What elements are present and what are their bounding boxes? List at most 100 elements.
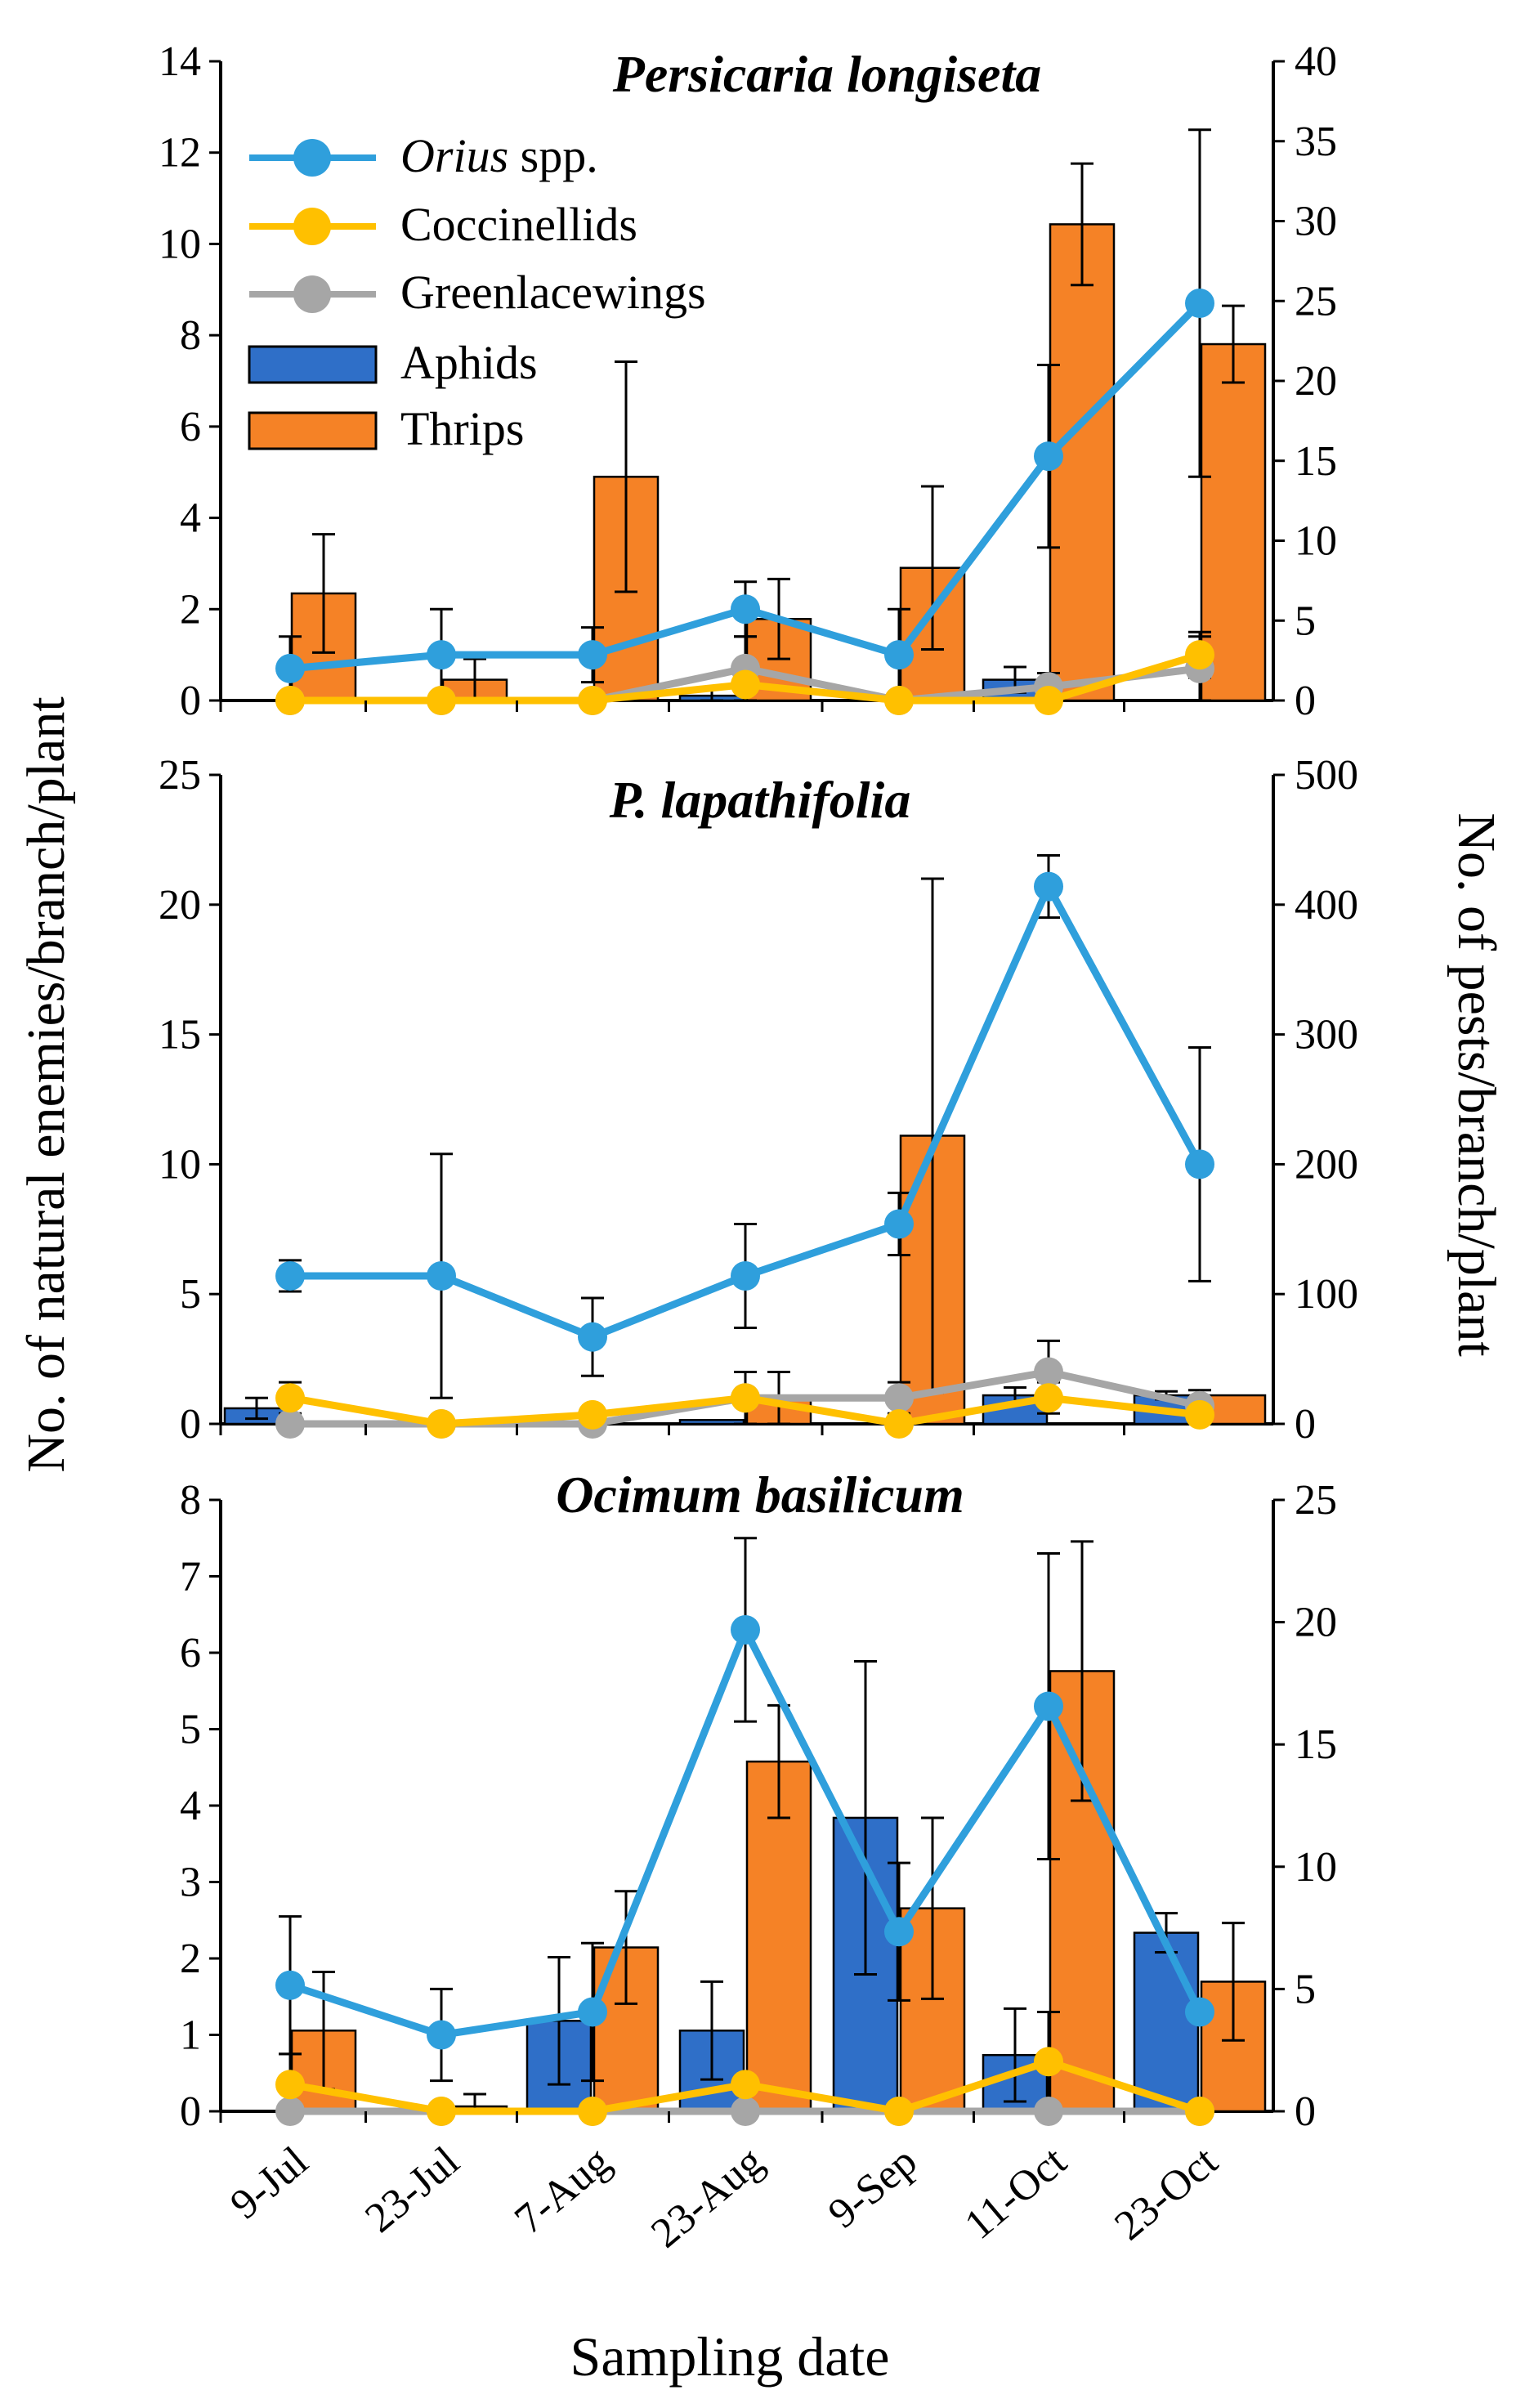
x-tick-label: 23-Oct <box>1106 2137 1227 2249</box>
legend-marker-coccinellids <box>293 208 331 245</box>
legend-label-thrips: Thrips <box>400 402 524 455</box>
y-tick-label-left: 8 <box>180 1477 201 1524</box>
y-axis-title-left: No. of natural enemies/branch/plant <box>16 696 76 1472</box>
point-coccinellids <box>578 1399 607 1430</box>
y-tick-label-left: 3 <box>180 1860 201 1906</box>
y-tick-label-left: 4 <box>180 495 201 542</box>
point-greenlacewings <box>275 1409 305 1439</box>
y-tick-label-left: 12 <box>159 130 201 177</box>
point-greenlacewings <box>275 2097 305 2126</box>
legend-item-orius: Orius spp. <box>249 129 598 182</box>
point-coccinellids <box>427 2097 456 2126</box>
bar-thrips <box>1200 342 1267 702</box>
point-orius-spp <box>578 640 607 670</box>
y-tick-label-left: 5 <box>180 1707 201 1753</box>
point-greenlacewings <box>884 1383 914 1413</box>
point-coccinellids <box>1185 640 1214 670</box>
point-orius-spp <box>275 1260 305 1291</box>
panel-persicaria-longiseta: 0 2 4 6 8 10 12 14 0 5 10 15 20 25 30 35 40 Persicaria l… <box>159 38 1337 724</box>
point-orius-spp <box>578 1997 607 2027</box>
y-tick-label-left: 5 <box>180 1271 201 1318</box>
y-tick-label-right: 5 <box>1295 598 1316 644</box>
y-tick-label-right: 0 <box>1295 2088 1316 2135</box>
y-tick-label-left: 7 <box>180 1554 201 1600</box>
legend-item-lacewings: Greenlacewings <box>249 266 706 319</box>
legend-label-orius-rest: spp. <box>508 129 598 182</box>
point-coccinellids <box>427 686 456 715</box>
y-tick-label-right: 30 <box>1295 199 1337 245</box>
y-tick-label-left: 14 <box>159 38 201 85</box>
y-tick-label-left: 8 <box>180 312 201 359</box>
point-coccinellids <box>1034 686 1063 715</box>
point-orius-spp <box>275 1970 305 2000</box>
legend-marker-lacewings <box>293 275 331 313</box>
y-tick-label-left: 0 <box>180 1401 201 1448</box>
y-tick-label-right: 20 <box>1295 358 1337 405</box>
x-tick-label: 9-Sep <box>820 2138 926 2238</box>
y-tick-label-left: 2 <box>180 1936 201 1982</box>
tick-layer: 0 2 4 6 8 10 12 14 0 5 10 15 20 25 30 35 40 <box>159 38 1337 724</box>
plot-layer <box>275 1537 1267 2126</box>
point-coccinellids <box>427 1409 456 1439</box>
plot-layer <box>223 853 1267 1439</box>
y-tick-label-right: 25 <box>1295 1477 1337 1524</box>
point-orius-spp <box>1034 441 1063 472</box>
y-tick-label-right: 40 <box>1295 38 1337 85</box>
point-coccinellids <box>1185 1399 1214 1430</box>
y-tick-label-right: 200 <box>1295 1141 1358 1188</box>
point-orius-spp <box>1185 1997 1214 2027</box>
y-tick-label-right: 15 <box>1295 1721 1337 1768</box>
y-tick-label-right: 0 <box>1295 1401 1316 1448</box>
legend-swatch-aphids <box>248 345 378 384</box>
panel-title: Ocimum basilicum <box>556 1466 964 1524</box>
legend-label-aphids: Aphids <box>400 336 538 389</box>
point-greenlacewings <box>1034 2097 1063 2126</box>
point-coccinellids <box>1034 1383 1063 1413</box>
point-orius-spp <box>427 1260 456 1291</box>
legend-label-orius-italic: Orius <box>400 129 508 182</box>
point-orius-spp <box>1034 1691 1063 1721</box>
point-orius-spp <box>731 1260 760 1291</box>
point-orius-spp <box>1185 289 1214 319</box>
y-tick-label-right: 15 <box>1295 438 1337 485</box>
legend: Orius spp. Coccinellids Greenlacewings A… <box>248 129 706 455</box>
legend-label-orius: Orius spp. <box>400 129 598 182</box>
point-coccinellids <box>275 1383 305 1413</box>
x-tick-label: 7-Aug <box>506 2138 619 2244</box>
y-tick-label-left: 0 <box>180 2088 201 2135</box>
point-coccinellids <box>1185 2097 1214 2126</box>
bar-aphids <box>1133 1931 1200 2113</box>
x-tick-label: 9-Jul <box>221 2138 316 2229</box>
y-tick-label-left: 4 <box>180 1783 201 1829</box>
panel-title: P. lapathifolia <box>609 771 911 829</box>
legend-swatch-thrips <box>248 411 378 450</box>
y-tick-label-right: 10 <box>1295 518 1337 565</box>
x-tick-label: 23-Aug <box>642 2138 771 2258</box>
y-tick-label-left: 10 <box>159 1141 201 1188</box>
point-orius-spp <box>427 2020 456 2050</box>
y-tick-label-right: 0 <box>1295 678 1316 724</box>
bar-aphids <box>525 2020 593 2113</box>
point-orius-spp <box>884 640 914 670</box>
legend-label-lacewings: Greenlacewings <box>400 266 706 319</box>
tick-layer: 0 1 2 3 4 5 6 7 8 0 5 10 15 20 25 <box>180 1477 1337 2135</box>
y-tick-label-right: 100 <box>1295 1271 1358 1318</box>
y-tick-label-left: 1 <box>180 2012 201 2059</box>
y-tick-label-left: 6 <box>180 404 201 450</box>
x-axis-title: Sampling date <box>570 2325 890 2388</box>
panel-ocimum-basilicum: 0 1 2 3 4 5 6 7 8 0 5 10 15 20 25 Ocimum basilicum <box>180 1466 1337 2135</box>
y-tick-label-right: 300 <box>1295 1012 1358 1059</box>
point-coccinellids <box>884 1409 914 1439</box>
point-orius-spp <box>275 653 305 683</box>
y-tick-label-left: 6 <box>180 1630 201 1676</box>
y-tick-label-left: 2 <box>180 586 201 633</box>
y-tick-label-left: 0 <box>180 678 201 724</box>
legend-label-coccinellids: Coccinellids <box>400 198 637 251</box>
x-tick-label: 23-Jul <box>356 2138 467 2242</box>
y-tick-label-right: 25 <box>1295 278 1337 324</box>
point-orius-spp <box>731 594 760 624</box>
plot-layer <box>275 128 1267 715</box>
bar-aphids <box>678 1418 745 1426</box>
point-coccinellids <box>884 2097 914 2126</box>
